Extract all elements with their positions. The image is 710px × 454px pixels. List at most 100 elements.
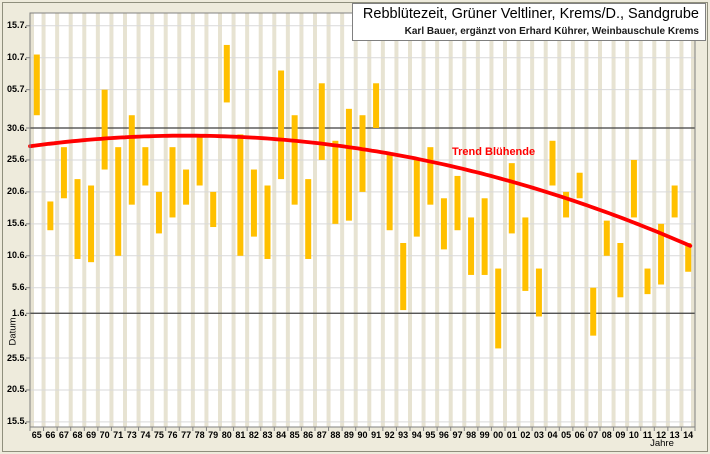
category-stripe (652, 13, 657, 427)
flowering-range-bar (318, 83, 325, 160)
flowering-range-bar (210, 191, 217, 228)
flowering-range-bar (74, 179, 81, 259)
x-tick-label: 04 (547, 430, 558, 440)
x-tick-label: 14 (683, 430, 694, 440)
x-tick-label: 78 (194, 430, 205, 440)
x-tick-label: 66 (45, 430, 56, 440)
x-tick-label: 91 (371, 430, 382, 440)
category-stripe (190, 13, 195, 427)
flowering-range-bar (400, 243, 407, 311)
flowering-range-bar (658, 223, 665, 285)
x-tick-label: 06 (574, 430, 585, 440)
category-stripe (218, 13, 222, 427)
x-tick-label: 85 (289, 430, 300, 440)
x-tick-label: 65 (31, 430, 42, 440)
flowering-range-bar (88, 185, 95, 263)
x-tick-label: 73 (126, 430, 137, 440)
flowering-range-bar (345, 108, 352, 221)
category-stripe (462, 13, 467, 427)
flowering-range-bar (223, 44, 230, 103)
flowering-range-bar (183, 169, 190, 205)
flowering-range-bar (60, 147, 67, 199)
category-stripe (598, 13, 602, 427)
flowering-range-bar (576, 172, 583, 199)
x-tick-label: 84 (276, 430, 287, 440)
category-stripe (530, 13, 535, 427)
flowering-range-bar (142, 147, 149, 186)
category-stripe (353, 13, 358, 427)
y-tick-label: 20.5. (6, 384, 27, 395)
x-tick-label: 93 (398, 430, 409, 440)
category-stripe (638, 13, 643, 427)
x-tick-label: 81 (235, 430, 246, 440)
flowering-range-bar (115, 147, 122, 256)
flowering-range-bar (278, 70, 285, 180)
category-stripe (679, 13, 684, 427)
category-stripe (272, 13, 277, 427)
category-stripe (326, 13, 331, 427)
y-tick-label: 25.5. (6, 352, 27, 363)
flowering-range-bar (33, 54, 40, 116)
x-tick-label: 08 (601, 430, 612, 440)
flowering-range-bar (630, 159, 637, 218)
x-tick-label: 94 (411, 430, 422, 440)
category-stripe (394, 13, 399, 427)
flowering-range-bar (590, 287, 597, 336)
plot-background (30, 13, 695, 427)
flowering-range-bar (386, 153, 393, 231)
chart-subtitle: Karl Bauer, ergänzt von Erhard Kührer, W… (404, 26, 699, 37)
trend-line-label: Trend Blühende (452, 146, 536, 158)
x-tick-label: 10 (628, 430, 639, 440)
category-stripe (503, 13, 507, 427)
flowering-range-bar (671, 185, 678, 218)
category-stripe (41, 13, 46, 427)
flowering-range-bar (563, 191, 570, 218)
category-stripe (489, 13, 494, 427)
x-tick-label: 01 (506, 430, 517, 440)
category-stripe (691, 13, 695, 427)
category-stripe (204, 13, 209, 427)
x-tick-label: 05 (561, 430, 572, 440)
category-stripe (150, 13, 155, 427)
category-stripe (448, 13, 453, 427)
x-tick-label: 99 (479, 430, 490, 440)
x-tick-label: 07 (588, 430, 599, 440)
y-axis-title: Datum (7, 317, 19, 345)
x-axis-title: Jahre (650, 438, 674, 449)
flowering-range-bar (47, 201, 54, 231)
category-stripe (408, 13, 412, 427)
x-tick-label: 75 (153, 430, 164, 440)
y-tick-label: 1.6. (11, 307, 27, 318)
x-tick-label: 88 (330, 430, 341, 440)
x-tick-label: 71 (113, 430, 124, 440)
flowering-range-bar (373, 83, 380, 128)
flowering-range-bar (196, 134, 203, 186)
category-stripe (611, 13, 616, 427)
x-tick-label: 69 (86, 430, 97, 440)
trend-line (28, 133, 693, 248)
x-tick-label: 83 (262, 430, 273, 440)
x-tick-label: 97 (452, 430, 463, 440)
x-tick-label: 92 (384, 430, 395, 440)
x-tick-label: 90 (357, 430, 368, 440)
category-stripe (163, 13, 168, 427)
x-tick-label: 77 (181, 430, 192, 440)
x-tick-label: 74 (140, 430, 151, 440)
y-tick-label: 15.7. (6, 20, 27, 31)
x-tick-label: 95 (425, 430, 436, 440)
x-tick-label: 12 (656, 430, 667, 440)
y-tick-label: 20.6. (6, 186, 27, 197)
category-stripe (665, 13, 670, 427)
category-stripe (557, 13, 562, 427)
flowering-range-bar (155, 191, 162, 234)
x-tick-label: 76 (167, 430, 178, 440)
y-tick-label: 25.6. (6, 154, 27, 165)
category-stripe (258, 13, 263, 427)
y-tick-label: 15.5. (6, 416, 27, 427)
x-tick-label: 11 (642, 430, 653, 440)
title-box: Rebblütezeit, Grüner Veltliner, Krems/D.… (352, 3, 706, 41)
x-tick-label: 68 (72, 430, 83, 440)
x-tick-label: 13 (669, 430, 680, 440)
flowering-range-bar (481, 198, 488, 275)
